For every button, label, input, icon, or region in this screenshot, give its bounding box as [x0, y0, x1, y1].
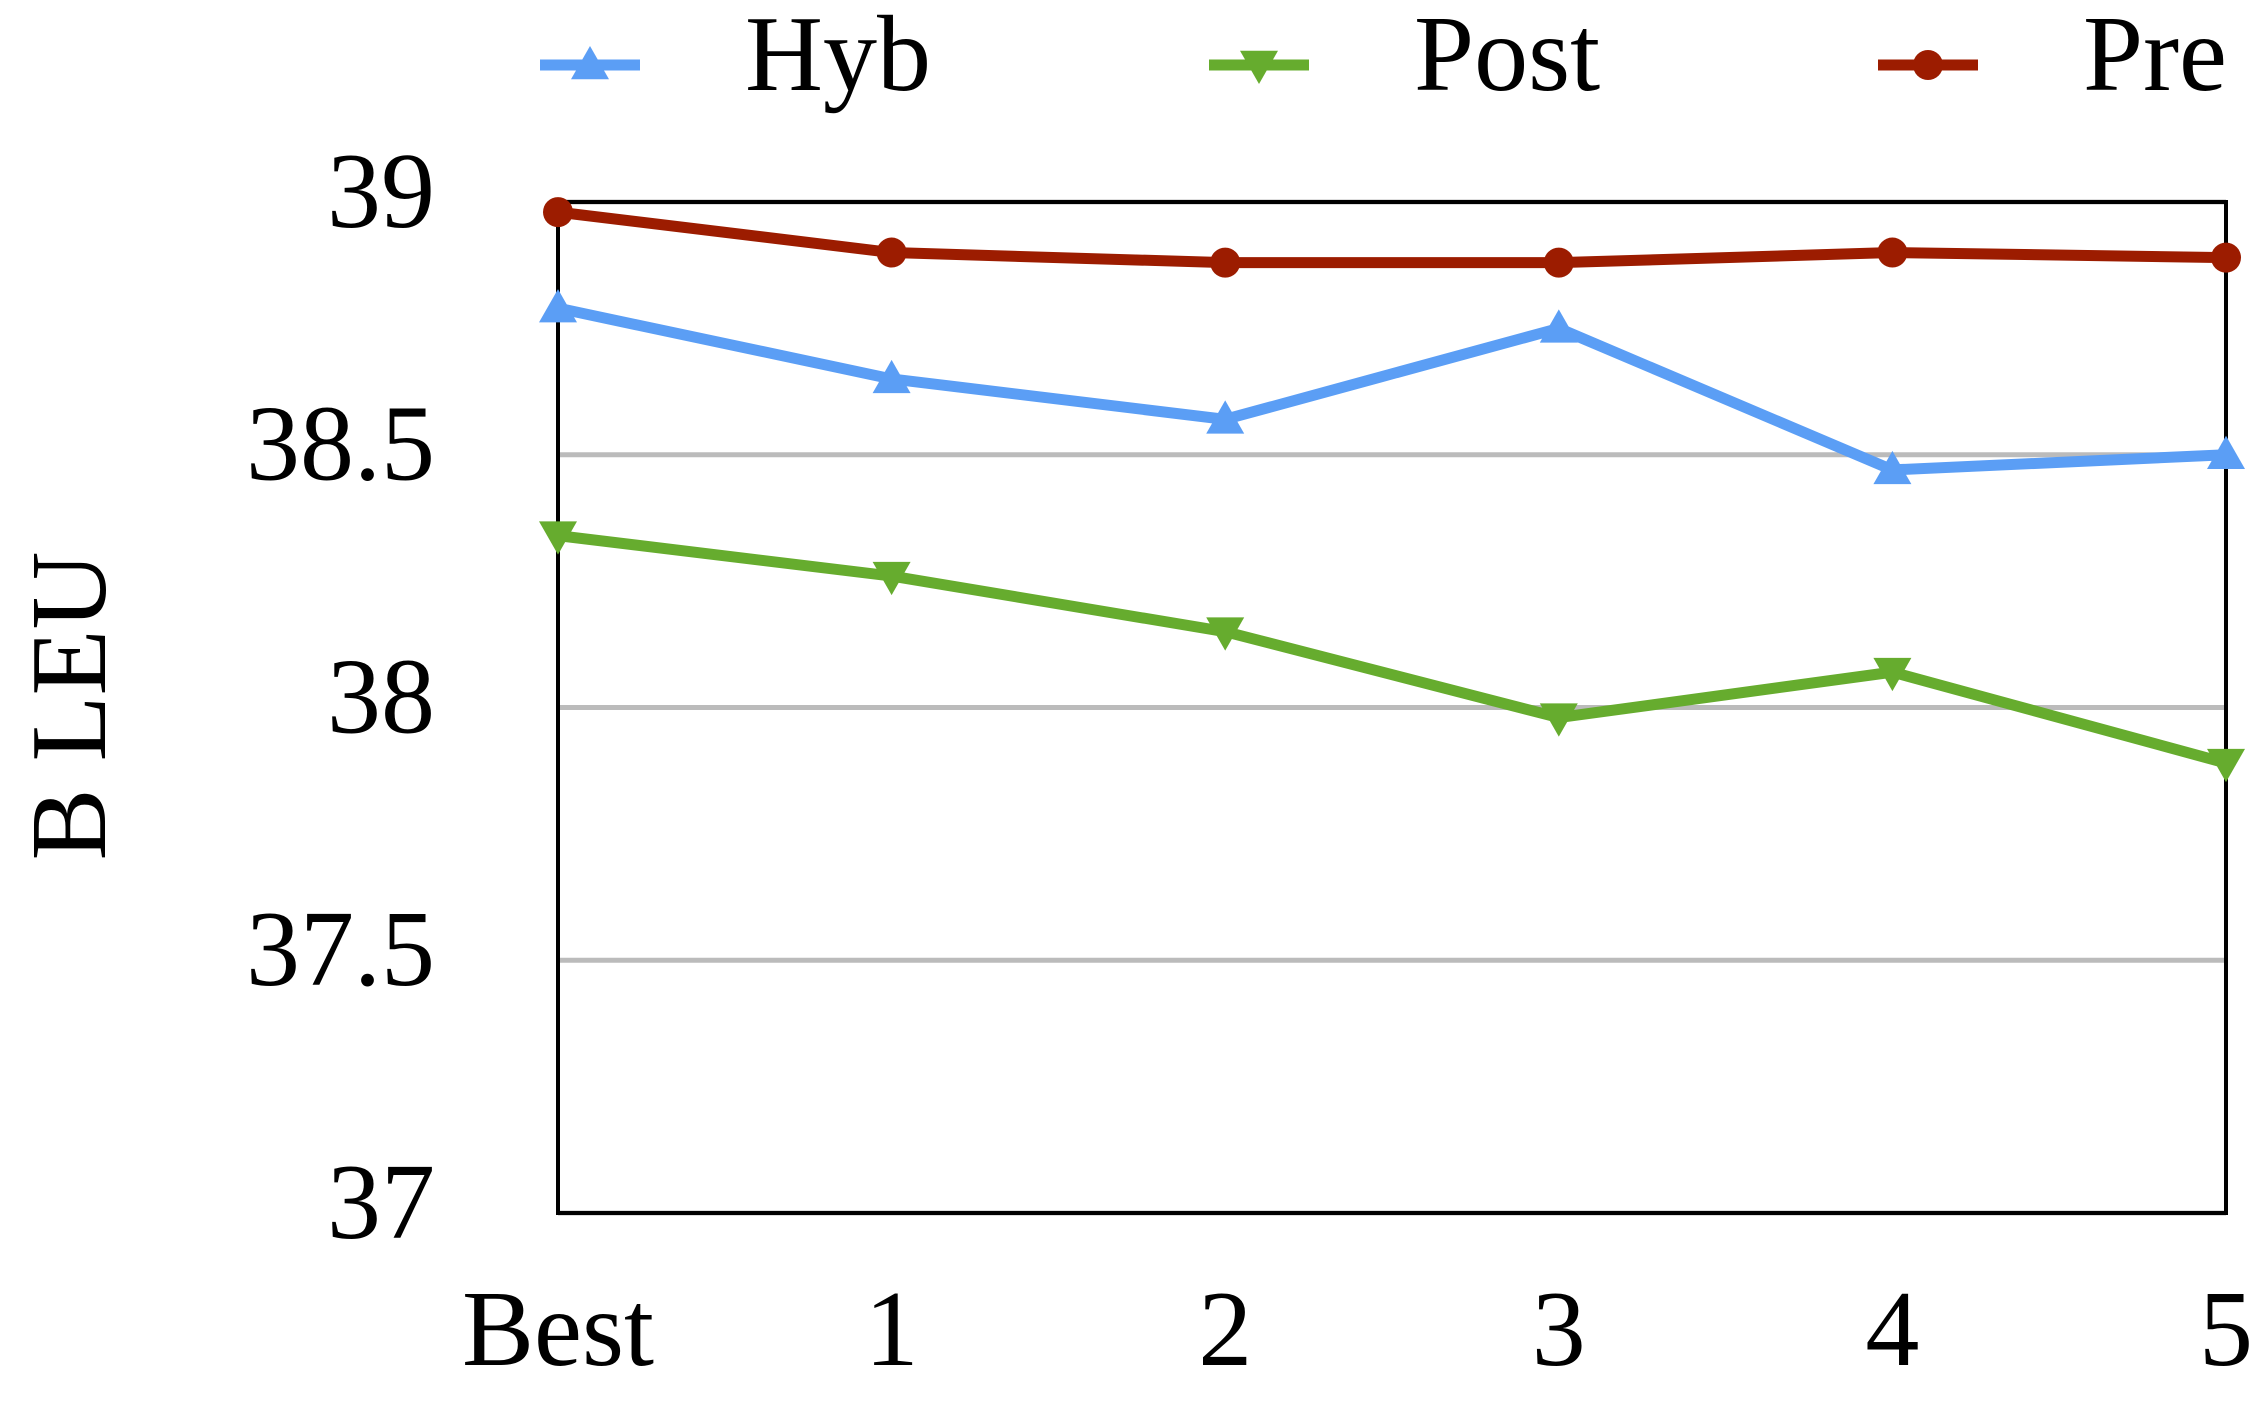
y-tick-label: 38.5	[246, 385, 435, 504]
point-marker	[872, 561, 911, 596]
legend-marker	[1240, 50, 1278, 84]
x-tick-label: 4	[1865, 1270, 1919, 1389]
point-marker	[2211, 242, 2241, 273]
point-marker	[1543, 247, 1574, 278]
point-marker	[876, 237, 907, 268]
y-tick-label: 38	[327, 637, 435, 756]
point-marker	[1539, 703, 1578, 737]
x-tick-label: 3	[1532, 1270, 1586, 1389]
legend-label: Hyb	[745, 0, 931, 114]
point-marker	[1210, 247, 1241, 278]
y-tick-label: 37.5	[246, 890, 435, 1009]
x-tick-label: 5	[2199, 1270, 2253, 1389]
plot-border	[556, 200, 2228, 1215]
point-marker	[1539, 309, 1578, 343]
x-tick-label: 1	[865, 1270, 919, 1389]
legend-label: Post	[1414, 0, 1600, 114]
series-line	[557, 530, 2228, 769]
point-marker	[1873, 657, 1912, 692]
series-line	[556, 302, 2227, 476]
y-tick-label: 39	[327, 132, 435, 251]
point-marker	[872, 359, 911, 394]
point-marker	[2207, 748, 2245, 783]
x-tick-label: 2	[1198, 1270, 1252, 1389]
y-axis-label: B LEU	[10, 552, 129, 861]
point-marker	[1877, 237, 1908, 268]
point-marker	[1873, 450, 1912, 485]
point-marker	[539, 289, 577, 323]
legend-marker	[571, 46, 609, 80]
legend-label: Pre	[2083, 0, 2227, 114]
series-line	[557, 206, 2227, 269]
point-marker	[539, 521, 577, 555]
point-marker	[543, 197, 573, 228]
y-tick-label: 37	[327, 1143, 435, 1262]
x-tick-label: Best	[462, 1270, 654, 1389]
point-marker	[1206, 400, 1245, 434]
point-marker	[2207, 435, 2245, 469]
point-marker	[1206, 617, 1245, 651]
legend-marker	[1913, 50, 1943, 80]
